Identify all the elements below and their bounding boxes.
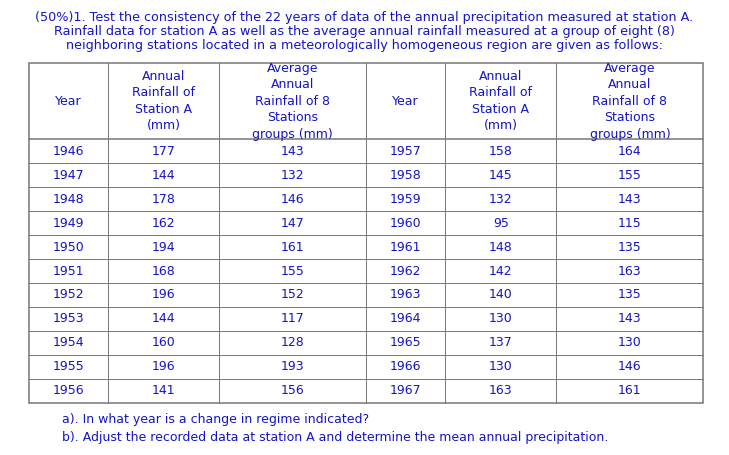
Text: 95: 95 xyxy=(493,217,509,230)
Text: 140: 140 xyxy=(489,288,512,302)
Text: 147: 147 xyxy=(281,217,305,230)
Text: 158: 158 xyxy=(489,145,512,158)
Text: 1951: 1951 xyxy=(52,264,85,278)
Bar xyxy=(29,63,703,403)
Text: 1965: 1965 xyxy=(390,336,421,349)
Text: neighboring stations located in a meteorologically homogeneous region are given : neighboring stations located in a meteor… xyxy=(66,39,663,52)
Text: Average
Annual
Rainfall of 8
Stations
groups (mm): Average Annual Rainfall of 8 Stations gr… xyxy=(252,61,333,141)
Text: Average
Annual
Rainfall of 8
Stations
groups (mm): Average Annual Rainfall of 8 Stations gr… xyxy=(590,61,671,141)
Text: 155: 155 xyxy=(281,264,305,278)
Text: b). Adjust the recorded data at station A and determine the mean annual precipit: b). Adjust the recorded data at station … xyxy=(62,431,608,445)
Text: 128: 128 xyxy=(281,336,305,349)
Text: 160: 160 xyxy=(152,336,176,349)
Text: 144: 144 xyxy=(152,313,176,325)
Text: 117: 117 xyxy=(281,313,305,325)
Text: 194: 194 xyxy=(152,241,176,253)
Text: 1967: 1967 xyxy=(390,384,421,397)
Text: 152: 152 xyxy=(281,288,305,302)
Text: 196: 196 xyxy=(152,288,176,302)
Text: Year: Year xyxy=(55,95,82,107)
Text: Annual
Rainfall of
Station A
(mm): Annual Rainfall of Station A (mm) xyxy=(469,70,532,132)
Text: 1966: 1966 xyxy=(390,360,421,373)
Text: 1955: 1955 xyxy=(52,360,85,373)
Text: 143: 143 xyxy=(618,193,642,206)
Text: 161: 161 xyxy=(618,384,642,397)
Text: 144: 144 xyxy=(152,169,176,182)
Text: 1954: 1954 xyxy=(52,336,85,349)
Text: 1950: 1950 xyxy=(52,241,85,253)
Text: a). In what year is a change in regime indicated?: a). In what year is a change in regime i… xyxy=(62,413,369,426)
Text: 1961: 1961 xyxy=(390,241,421,253)
Text: 1949: 1949 xyxy=(53,217,85,230)
Text: 1964: 1964 xyxy=(390,313,421,325)
Text: 1959: 1959 xyxy=(390,193,421,206)
Text: 1956: 1956 xyxy=(52,384,85,397)
Text: 155: 155 xyxy=(618,169,642,182)
Text: 164: 164 xyxy=(618,145,642,158)
Text: 145: 145 xyxy=(489,169,512,182)
Text: 177: 177 xyxy=(152,145,176,158)
Text: 148: 148 xyxy=(489,241,512,253)
Text: 1962: 1962 xyxy=(390,264,421,278)
Text: 115: 115 xyxy=(618,217,642,230)
Text: 146: 146 xyxy=(618,360,642,373)
Text: 163: 163 xyxy=(489,384,512,397)
Text: 193: 193 xyxy=(281,360,305,373)
Text: 1958: 1958 xyxy=(390,169,421,182)
Text: 162: 162 xyxy=(152,217,176,230)
Text: 163: 163 xyxy=(618,264,642,278)
Text: 137: 137 xyxy=(489,336,512,349)
Text: 1963: 1963 xyxy=(390,288,421,302)
Text: 178: 178 xyxy=(152,193,176,206)
Text: 135: 135 xyxy=(618,288,642,302)
Text: 132: 132 xyxy=(281,169,305,182)
Text: 141: 141 xyxy=(152,384,176,397)
Text: 1952: 1952 xyxy=(52,288,85,302)
Text: 146: 146 xyxy=(281,193,305,206)
Text: 132: 132 xyxy=(489,193,512,206)
Text: (50%)1. Test the consistency of the 22 years of data of the annual precipitation: (50%)1. Test the consistency of the 22 y… xyxy=(36,11,693,25)
Text: 168: 168 xyxy=(152,264,176,278)
Text: Annual
Rainfall of
Station A
(mm): Annual Rainfall of Station A (mm) xyxy=(132,70,195,132)
Text: 130: 130 xyxy=(489,360,512,373)
Text: 143: 143 xyxy=(281,145,305,158)
Text: 1960: 1960 xyxy=(390,217,421,230)
Text: 143: 143 xyxy=(618,313,642,325)
Text: 1946: 1946 xyxy=(53,145,85,158)
Text: 196: 196 xyxy=(152,360,176,373)
Text: 130: 130 xyxy=(618,336,642,349)
Text: 1947: 1947 xyxy=(52,169,85,182)
Text: 1953: 1953 xyxy=(52,313,85,325)
Text: 1948: 1948 xyxy=(52,193,85,206)
Text: 135: 135 xyxy=(618,241,642,253)
Text: 130: 130 xyxy=(489,313,512,325)
Text: 142: 142 xyxy=(489,264,512,278)
Text: Year: Year xyxy=(392,95,419,107)
Text: 161: 161 xyxy=(281,241,305,253)
Text: 156: 156 xyxy=(281,384,305,397)
Text: Rainfall data for station A as well as the average annual rainfall measured at a: Rainfall data for station A as well as t… xyxy=(54,25,675,38)
Text: 1957: 1957 xyxy=(390,145,421,158)
